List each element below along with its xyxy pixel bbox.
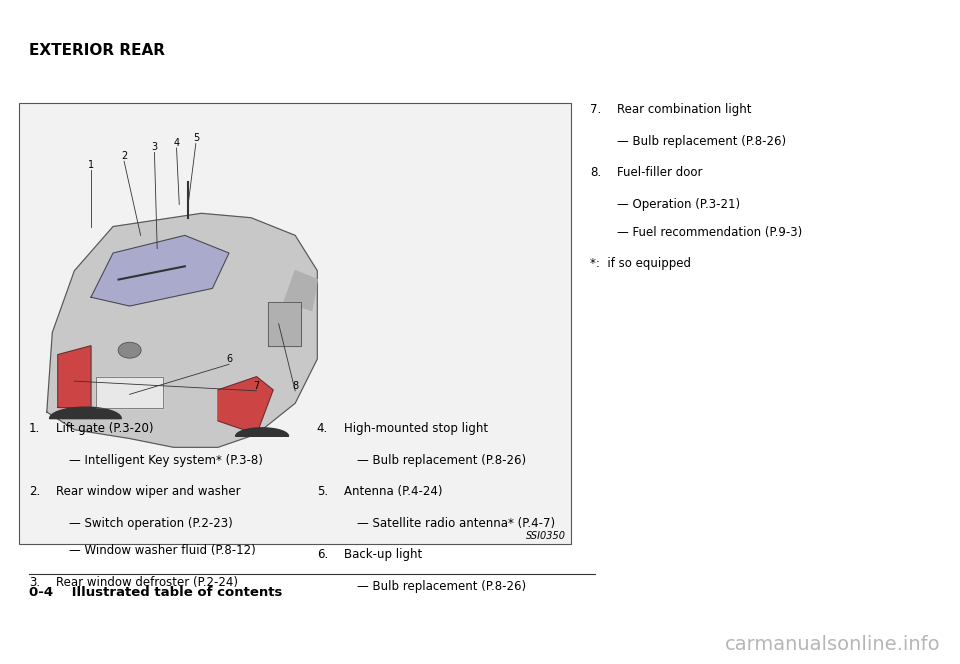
- Text: EXTERIOR REAR: EXTERIOR REAR: [29, 43, 165, 58]
- Bar: [19, 103, 571, 544]
- Text: 8.: 8.: [590, 166, 602, 179]
- Text: SSI0350: SSI0350: [526, 531, 566, 541]
- Polygon shape: [47, 213, 317, 448]
- Text: Fuel-filler door: Fuel-filler door: [617, 166, 703, 179]
- Polygon shape: [58, 346, 91, 408]
- Text: 4: 4: [174, 137, 180, 147]
- Text: — Bulb replacement (P.8-26): — Bulb replacement (P.8-26): [617, 135, 786, 148]
- Text: — Intelligent Key system* (P.3-8): — Intelligent Key system* (P.3-8): [69, 454, 263, 467]
- Text: — Bulb replacement (P.8-26): — Bulb replacement (P.8-26): [357, 580, 526, 593]
- Text: 3: 3: [152, 142, 157, 152]
- Text: Lift gate (P.3-20): Lift gate (P.3-20): [56, 422, 154, 435]
- Text: 2.: 2.: [29, 485, 40, 498]
- Text: 3.: 3.: [29, 576, 40, 589]
- Circle shape: [118, 342, 141, 358]
- Text: Rear combination light: Rear combination light: [617, 103, 752, 116]
- Text: — Operation (P.3-21): — Operation (P.3-21): [617, 198, 740, 211]
- Text: — Satellite radio antenna* (P.4-7): — Satellite radio antenna* (P.4-7): [357, 517, 555, 530]
- Text: Rear window wiper and washer: Rear window wiper and washer: [56, 485, 240, 498]
- Text: 7: 7: [253, 380, 260, 390]
- Text: 6: 6: [226, 354, 232, 364]
- Polygon shape: [235, 428, 289, 436]
- Text: Antenna (P.4-24): Antenna (P.4-24): [344, 485, 443, 498]
- Polygon shape: [91, 236, 228, 306]
- Text: — Window washer fluid (P.8-12): — Window washer fluid (P.8-12): [69, 544, 256, 558]
- Polygon shape: [96, 376, 162, 408]
- Text: *:  if so equipped: *: if so equipped: [590, 257, 691, 270]
- Text: 6.: 6.: [317, 548, 328, 561]
- Text: 8: 8: [292, 380, 299, 390]
- Text: 5.: 5.: [317, 485, 328, 498]
- Text: 7.: 7.: [590, 103, 602, 116]
- Text: — Switch operation (P.2-23): — Switch operation (P.2-23): [69, 517, 233, 530]
- Text: 1.: 1.: [29, 422, 40, 435]
- Text: 5: 5: [193, 133, 199, 143]
- Text: — Bulb replacement (P.8-26): — Bulb replacement (P.8-26): [357, 454, 526, 467]
- Text: 1: 1: [88, 160, 94, 170]
- Text: 4.: 4.: [317, 422, 328, 435]
- Text: High-mounted stop light: High-mounted stop light: [344, 422, 488, 435]
- Polygon shape: [268, 301, 300, 346]
- Text: carmanualsonline.info: carmanualsonline.info: [725, 635, 941, 654]
- Polygon shape: [218, 376, 273, 434]
- Polygon shape: [284, 271, 317, 311]
- Text: 0-4    Illustrated table of contents: 0-4 Illustrated table of contents: [29, 586, 282, 599]
- Text: 2: 2: [121, 151, 128, 161]
- Text: — Fuel recommendation (P.9-3): — Fuel recommendation (P.9-3): [617, 226, 803, 239]
- Polygon shape: [50, 407, 121, 418]
- Text: Rear window defroster (P.2-24): Rear window defroster (P.2-24): [56, 576, 238, 589]
- Text: Back-up light: Back-up light: [344, 548, 422, 561]
